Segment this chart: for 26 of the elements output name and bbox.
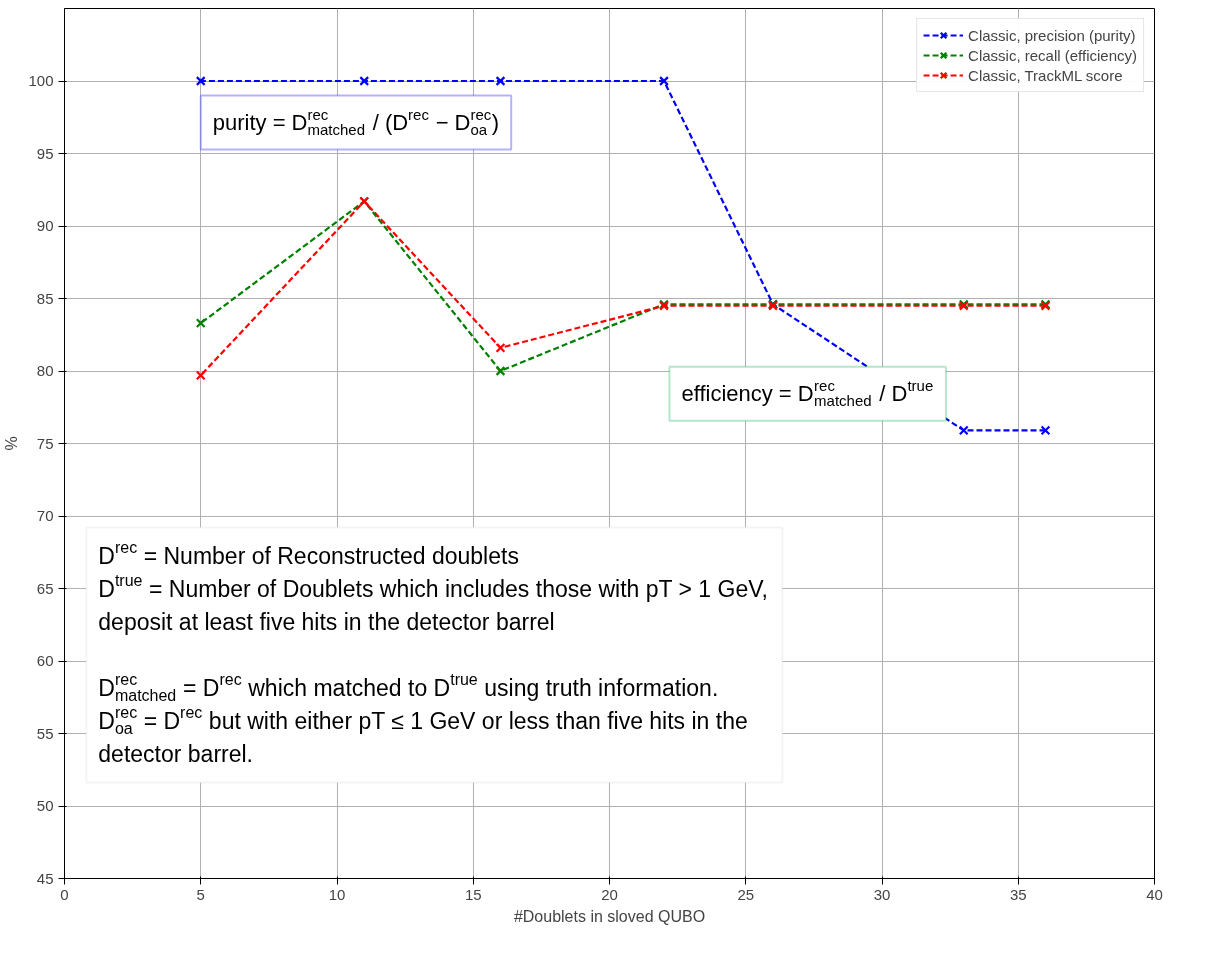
y-tick-label: 65 <box>36 579 54 597</box>
x-tick-label: 15 <box>464 885 482 903</box>
x-tick-label: 20 <box>601 885 618 903</box>
legend-label: Classic, recall (efficiency) <box>968 46 1137 64</box>
y-axis-title: % <box>3 436 21 451</box>
y-tick-label: 75 <box>36 434 54 452</box>
x-tick-label: 10 <box>328 885 346 903</box>
x-tick-label: 5 <box>196 885 205 903</box>
x-tick-label: 25 <box>737 885 755 903</box>
y-tick-label: 50 <box>36 797 54 814</box>
y-tick-label: 85 <box>36 289 54 307</box>
y-tick-label: 80 <box>36 362 54 379</box>
legend-label: Classic, TrackML score <box>968 66 1123 84</box>
y-tick-label: 90 <box>36 217 54 234</box>
x-tick-label: 40 <box>1146 885 1163 903</box>
y-tick-label: 60 <box>36 652 54 669</box>
y-tick-label: 100 <box>28 72 54 89</box>
x-tick-label: 0 <box>60 885 69 903</box>
y-tick-label: 55 <box>36 724 54 742</box>
x-tick-label: 30 <box>873 885 891 903</box>
x-tick-label: 35 <box>1009 885 1027 903</box>
y-tick-label: 95 <box>36 144 54 162</box>
y-tick-label: 70 <box>36 507 54 524</box>
y-tick-label: 45 <box>36 869 54 887</box>
x-axis-title: #Doublets in sloved QUBO <box>513 907 706 925</box>
legend-label: Classic, precision (purity) <box>968 26 1136 44</box>
